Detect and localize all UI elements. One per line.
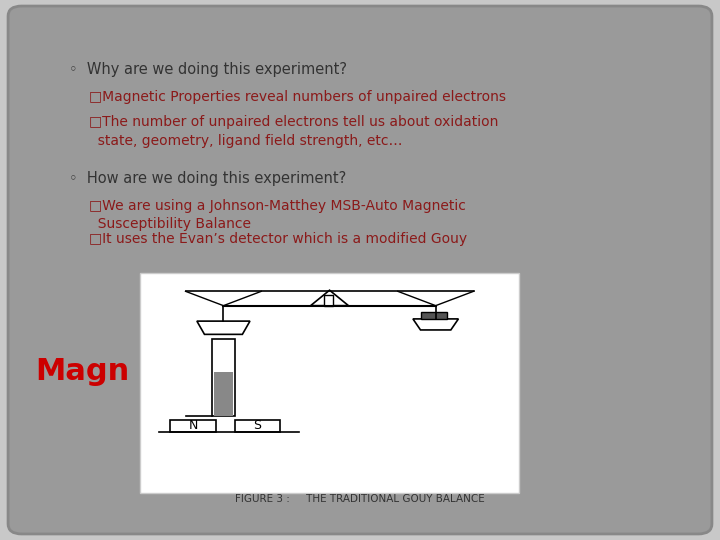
Bar	[235, 421, 280, 431]
Text: S: S	[253, 420, 261, 433]
Bar	[324, 295, 333, 306]
Bar	[420, 312, 447, 319]
Text: FIGURE 3 :     THE TRADITIONAL GOUY BALANCE: FIGURE 3 : THE TRADITIONAL GOUY BALANCE	[235, 494, 485, 504]
Bar	[171, 421, 216, 431]
Text: □The number of unpaired electrons tell us about oxidation
  state, geometry, lig: □The number of unpaired electrons tell u…	[89, 115, 499, 147]
Text: □We are using a Johnson-Matthey MSB-Auto Magnetic
  Susceptibility Balance: □We are using a Johnson-Matthey MSB-Auto…	[89, 199, 466, 231]
Text: ◦  How are we doing this experiment?: ◦ How are we doing this experiment?	[69, 171, 346, 186]
Bar	[214, 372, 233, 416]
FancyBboxPatch shape	[8, 6, 712, 534]
Bar	[212, 339, 235, 416]
Polygon shape	[197, 321, 250, 334]
Text: Magn: Magn	[35, 357, 130, 386]
Text: ◦  Why are we doing this experiment?: ◦ Why are we doing this experiment?	[69, 62, 347, 77]
Text: □It uses the Evan’s detector which is a modified Gouy: □It uses the Evan’s detector which is a …	[89, 232, 467, 246]
FancyBboxPatch shape	[140, 273, 519, 494]
Polygon shape	[413, 319, 459, 330]
Polygon shape	[310, 290, 348, 306]
Text: N: N	[189, 420, 198, 433]
Text: □Magnetic Properties reveal numbers of unpaired electrons: □Magnetic Properties reveal numbers of u…	[89, 90, 506, 104]
